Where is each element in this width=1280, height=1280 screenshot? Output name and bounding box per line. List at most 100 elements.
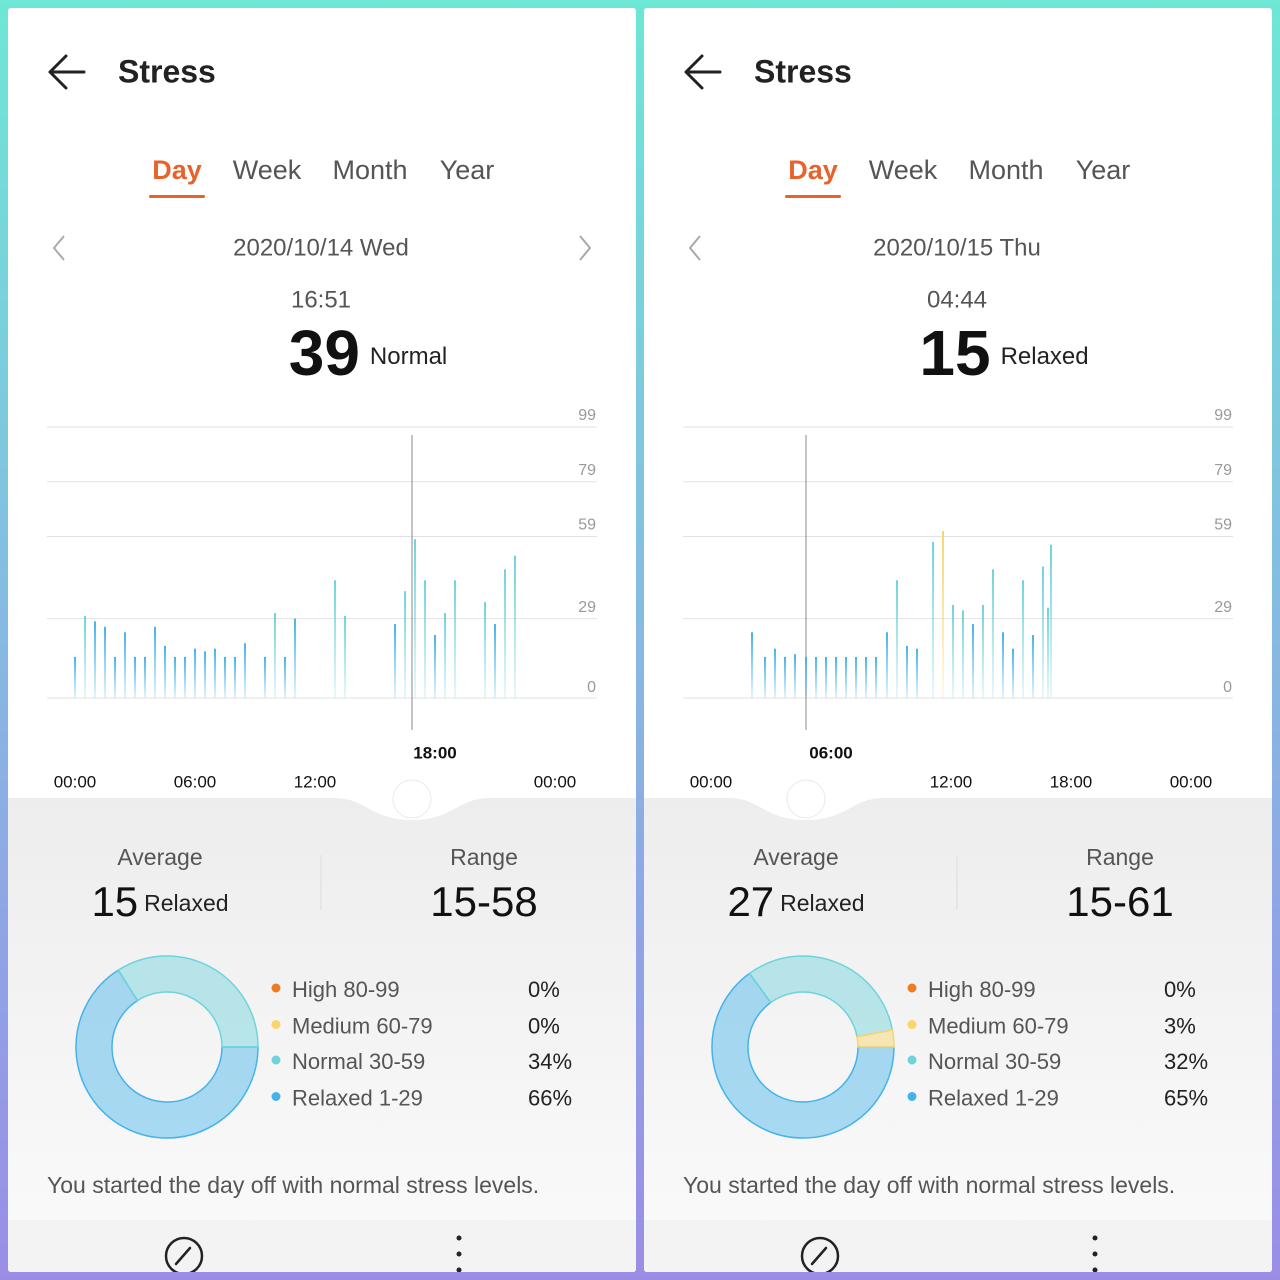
- date: 2020/10/14 Wed: [233, 234, 409, 261]
- reading-status: Relaxed: [1001, 343, 1089, 370]
- cursor-handle[interactable]: [392, 779, 432, 819]
- bar: [174, 656, 176, 698]
- bar: [952, 604, 954, 698]
- bar: [444, 613, 446, 698]
- legend-label: High 80-99: [292, 977, 400, 1002]
- legend-label: Medium 60-79: [928, 1013, 1069, 1038]
- bar: [916, 648, 918, 698]
- legend-percent: 66%: [528, 1085, 572, 1110]
- more-icon-dot[interactable]: [1092, 1235, 1098, 1241]
- back-button[interactable]: [684, 54, 722, 90]
- bar: [84, 615, 86, 698]
- more-icon-dot[interactable]: [456, 1251, 462, 1257]
- cursor-handle[interactable]: [786, 779, 826, 819]
- bar: [794, 654, 796, 698]
- bar: [494, 624, 496, 698]
- bar: [294, 618, 296, 698]
- reading: 39 Normal: [289, 317, 448, 389]
- legend-label: High 80-99: [928, 977, 1036, 1002]
- donut-slice: [117, 955, 259, 1048]
- bar: [1042, 566, 1044, 698]
- bar: [344, 615, 346, 698]
- legend-percent: 0%: [1164, 977, 1196, 1002]
- bar: [134, 656, 136, 698]
- next-date[interactable]: [579, 235, 592, 261]
- tab[interactable]: Month: [332, 155, 407, 185]
- tab[interactable]: Day: [788, 155, 838, 185]
- average-label: Average: [753, 844, 838, 870]
- bar: [1032, 635, 1034, 698]
- prev-date[interactable]: [52, 235, 65, 261]
- reading: 15 Relaxed: [919, 317, 1088, 389]
- bar: [454, 580, 456, 698]
- bar: [896, 580, 898, 698]
- tab-underline: [149, 195, 205, 198]
- average-value: 15: [91, 878, 138, 925]
- bar: [124, 632, 126, 698]
- x-tick-label: 18:00: [1050, 772, 1093, 791]
- reading-value: 39: [289, 317, 360, 389]
- legend-label: Medium 60-79: [292, 1013, 433, 1038]
- y-tick-label: 29: [1214, 599, 1232, 616]
- gauge-needle: [174, 1246, 192, 1266]
- lower-panel: [8, 798, 636, 1272]
- bar: [992, 569, 994, 698]
- bar: [962, 610, 964, 698]
- bar: [784, 656, 786, 698]
- tab[interactable]: Year: [440, 155, 495, 185]
- gauge-icon[interactable]: [164, 1236, 204, 1272]
- tab[interactable]: Year: [1076, 155, 1131, 185]
- legend-percent: 34%: [528, 1049, 572, 1074]
- more-icon-dot[interactable]: [1092, 1267, 1098, 1273]
- bar: [144, 656, 146, 698]
- back-button[interactable]: [48, 54, 86, 90]
- bar: [751, 632, 753, 698]
- legend-label: Relaxed 1-29: [292, 1085, 423, 1110]
- legend-dot: [907, 1055, 917, 1065]
- bar: [114, 656, 116, 698]
- donut-slice: [856, 1029, 895, 1048]
- tab[interactable]: Week: [869, 155, 938, 185]
- page-title: Stress: [118, 53, 216, 89]
- more-icon-dot[interactable]: [456, 1267, 462, 1273]
- time: 16:51: [291, 286, 351, 313]
- bar: [424, 580, 426, 698]
- more-icon-dot[interactable]: [1092, 1251, 1098, 1257]
- legend-percent: 65%: [1164, 1085, 1208, 1110]
- reading-status: Normal: [370, 343, 447, 370]
- average-label: Average: [117, 844, 202, 870]
- bar: [865, 656, 867, 698]
- tab[interactable]: Month: [968, 155, 1043, 185]
- bar: [774, 648, 776, 698]
- legend-label: Normal 30-59: [928, 1049, 1061, 1074]
- more-icon-dot[interactable]: [456, 1235, 462, 1241]
- legend-dot: [271, 1055, 281, 1065]
- bar: [825, 656, 827, 698]
- gauge-needle: [810, 1246, 828, 1266]
- nav-bar: [644, 1220, 1272, 1272]
- y-tick-label: 99: [1214, 407, 1232, 424]
- y-tick-label: 79: [578, 462, 596, 479]
- legend-percent: 32%: [1164, 1049, 1208, 1074]
- tab[interactable]: Day: [152, 155, 202, 185]
- legend-dot: [907, 1020, 917, 1029]
- bar: [284, 656, 286, 698]
- range-value: 15-58: [430, 878, 537, 925]
- tab[interactable]: Week: [233, 155, 302, 185]
- legend-percent: 0%: [528, 1013, 560, 1038]
- average-value: 27: [727, 878, 774, 925]
- app-screen: Stress Day Week Month Year 2020/10/14 Wed 16:5…: [8, 8, 636, 1272]
- bar: [164, 645, 166, 698]
- page-title: Stress: [754, 53, 852, 89]
- prev-date[interactable]: [688, 235, 701, 261]
- message: You started the day off with normal stre…: [47, 1172, 539, 1198]
- x-tick-label: 12:00: [930, 772, 973, 791]
- average-status: Relaxed: [780, 890, 864, 916]
- donut-slice: [75, 969, 259, 1139]
- app-screen: Stress Day Week Month Year 2020/10/15 Thu 04:4…: [644, 8, 1272, 1272]
- bar: [942, 531, 944, 698]
- range-value: 15-61: [1066, 878, 1173, 925]
- bar: [845, 656, 847, 698]
- gauge-icon[interactable]: [800, 1236, 840, 1272]
